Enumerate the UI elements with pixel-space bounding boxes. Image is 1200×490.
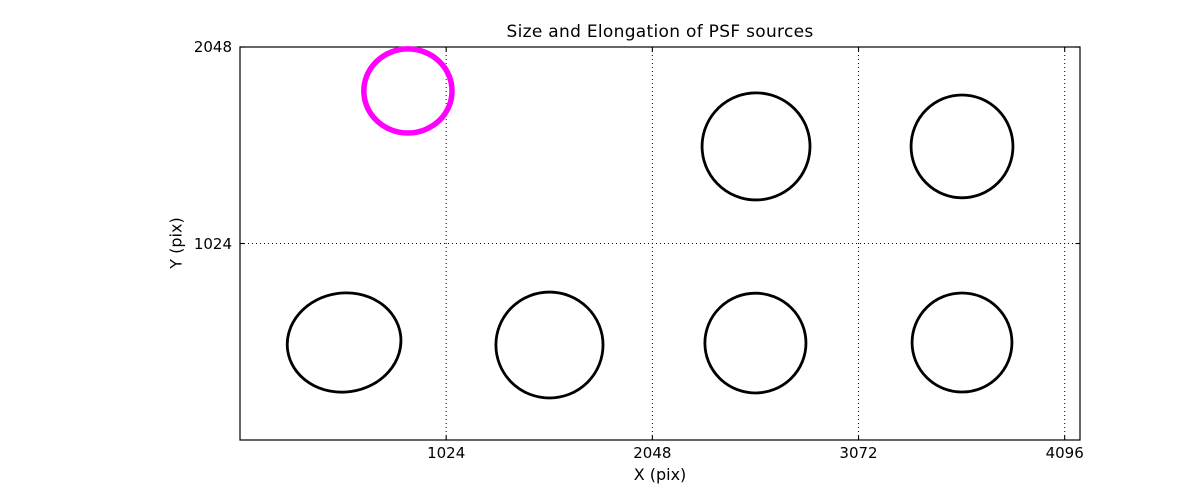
x-tick-label-3072: 3072 xyxy=(839,444,878,462)
psf-source-3 xyxy=(703,291,808,395)
x-tick-label-1024: 1024 xyxy=(427,444,466,462)
psf-source-1 xyxy=(285,291,403,394)
psf-source-5 xyxy=(700,91,812,202)
highlighted-psf-source-0 xyxy=(361,46,455,136)
x-tick-label-2048: 2048 xyxy=(633,444,672,462)
chart-title: Size and Elongation of PSF sources xyxy=(506,22,814,42)
x-tick-label-4096: 4096 xyxy=(1045,444,1084,462)
x-axis-label: X (pix) xyxy=(633,465,687,484)
y-tick-label-1024: 1024 xyxy=(193,234,232,253)
psf-source-2 xyxy=(494,290,605,400)
plot-border xyxy=(239,46,1081,441)
y-tick-label-2048: 2048 xyxy=(193,38,232,56)
psf-source-6 xyxy=(909,93,1015,200)
psf-source-4 xyxy=(910,291,1014,394)
